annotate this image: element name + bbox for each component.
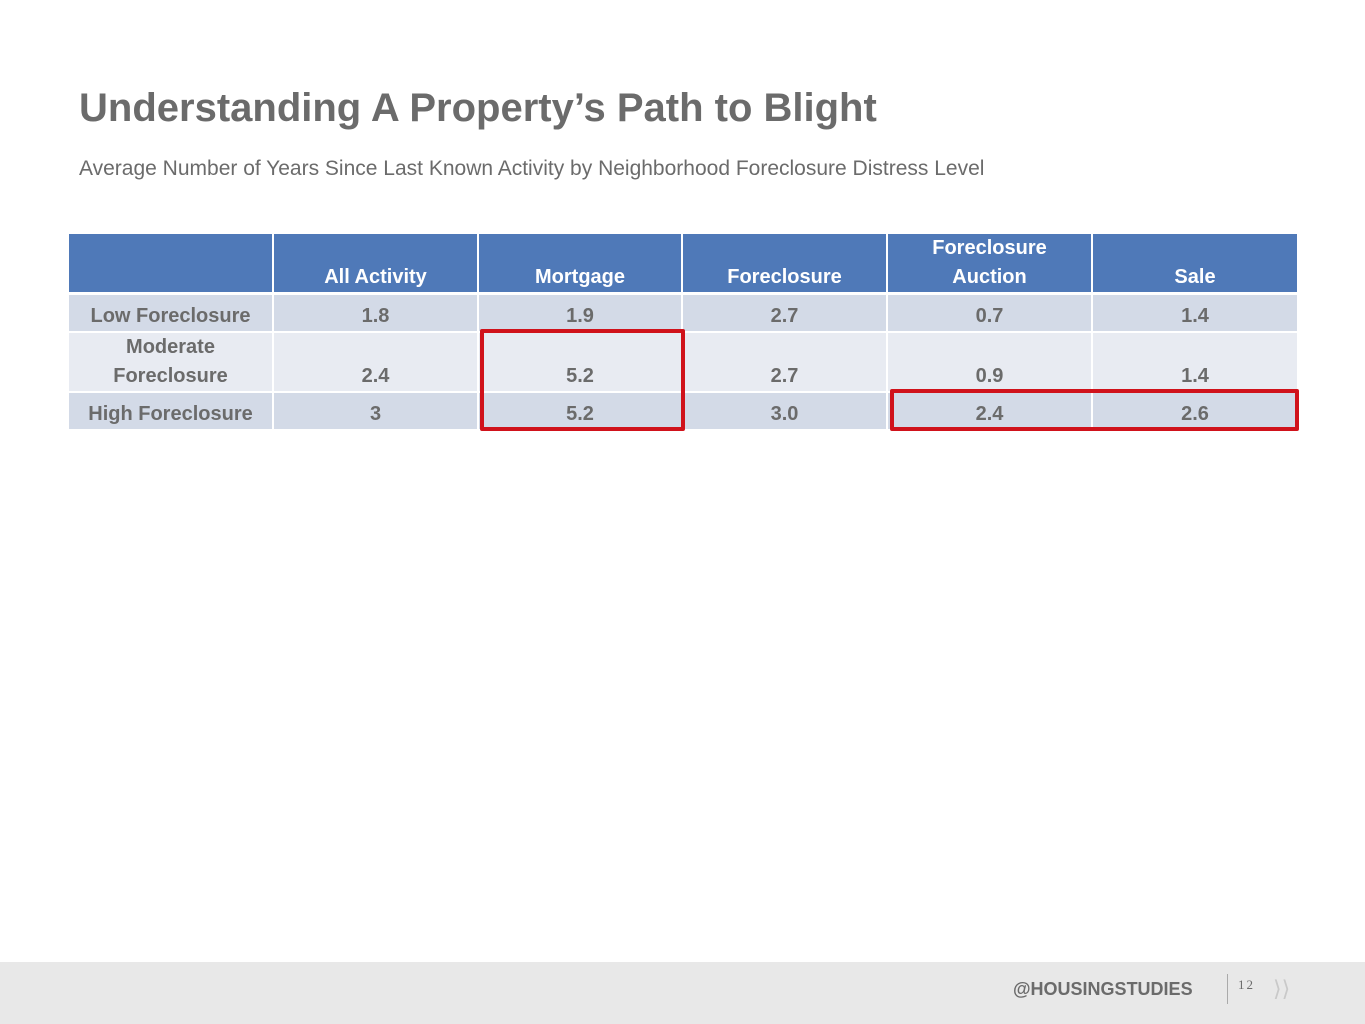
cell-foreclosure: 2.7 xyxy=(682,293,888,333)
cell-foreclosure-auction: 0.9 xyxy=(887,331,1093,393)
cell-mortgage: 5.2 xyxy=(478,331,683,393)
cell-mortgage: 5.2 xyxy=(478,391,683,431)
header-cell-blank xyxy=(69,234,274,295)
row-label-text: Moderate Foreclosure xyxy=(113,335,228,387)
header-cell-mortgage: Mortgage xyxy=(478,234,683,295)
header-cell-foreclosure-auction: Foreclosure Auction xyxy=(887,234,1093,295)
row-label: Moderate Foreclosure xyxy=(69,331,274,393)
cell-all-activity: 3 xyxy=(273,391,479,431)
double-chevron-right-icon[interactable]: ⟩⟩ xyxy=(1273,977,1291,1002)
header-cell-foreclosure: Foreclosure xyxy=(682,234,888,295)
table-row-high-foreclosure: High Foreclosure 3 5.2 3.0 2.4 2.6 xyxy=(69,391,1297,431)
footer-handle: @HOUSINGSTUDIES xyxy=(1013,979,1193,999)
highlight-box-mortgage xyxy=(480,329,685,431)
cell-mortgage: 1.9 xyxy=(478,293,683,333)
cell-sale: 2.6 xyxy=(1092,391,1297,431)
table-header-row: All Activity Mortgage Foreclosure Forecl… xyxy=(69,234,1297,295)
cell-all-activity: 1.8 xyxy=(273,293,479,333)
cell-foreclosure: 3.0 xyxy=(682,391,888,431)
header-cell-foreclosure-auction-label: Foreclosure Auction xyxy=(932,237,1047,288)
cell-foreclosure-auction: 0.7 xyxy=(887,293,1093,333)
cell-sale: 1.4 xyxy=(1092,293,1297,333)
header-cell-all-activity: All Activity xyxy=(273,234,479,295)
table-row-low-foreclosure: Low Foreclosure 1.8 1.9 2.7 0.7 1.4 xyxy=(69,293,1297,333)
row-label: High Foreclosure xyxy=(69,391,274,431)
footer-bar xyxy=(0,962,1365,1024)
cell-foreclosure: 2.7 xyxy=(682,331,888,393)
highlight-box-auction-sale xyxy=(890,389,1299,431)
slide-subtitle: Average Number of Years Since Last Known… xyxy=(79,157,985,180)
page-number: 12 xyxy=(1238,977,1255,992)
row-label: Low Foreclosure xyxy=(69,293,274,333)
footer-divider xyxy=(1227,974,1228,1004)
cell-sale: 1.4 xyxy=(1092,331,1297,393)
header-cell-sale: Sale xyxy=(1092,234,1297,295)
cell-all-activity: 2.4 xyxy=(273,331,479,393)
slide-title: Understanding A Property’s Path to Bligh… xyxy=(79,86,877,130)
